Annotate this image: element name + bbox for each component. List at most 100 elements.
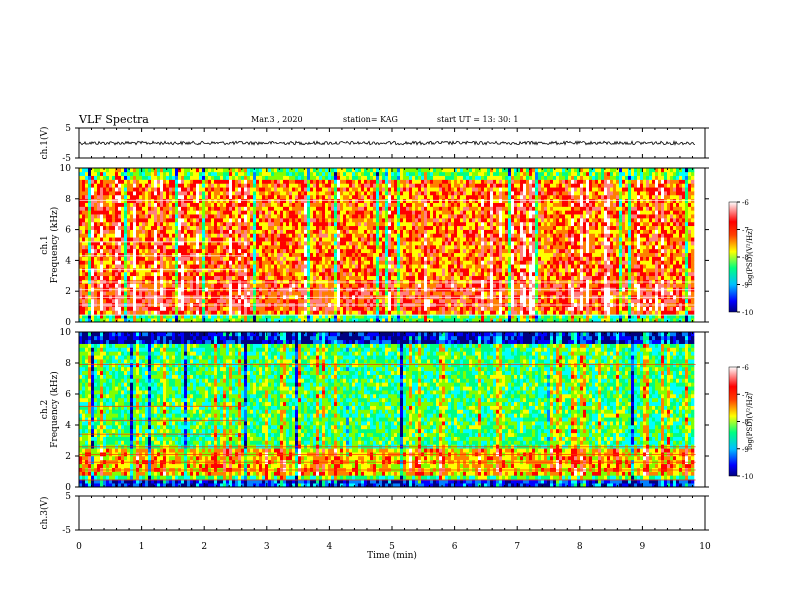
heatmap-cell bbox=[394, 283, 398, 288]
heatmap-cell bbox=[145, 202, 149, 207]
heatmap-cell bbox=[319, 218, 323, 223]
heatmap-cell bbox=[319, 171, 323, 176]
heatmap-cell bbox=[142, 210, 146, 215]
heatmap-cell bbox=[358, 237, 362, 242]
heatmap-cell bbox=[337, 210, 341, 215]
heatmap-cell bbox=[178, 214, 182, 219]
heatmap-cell bbox=[436, 318, 440, 323]
heatmap-cell bbox=[214, 179, 218, 184]
heatmap-cell bbox=[145, 275, 149, 280]
heatmap-cell bbox=[193, 237, 197, 242]
heatmap-cell bbox=[358, 202, 362, 207]
heatmap-cell bbox=[301, 194, 305, 200]
heatmap-cell bbox=[190, 237, 194, 242]
heatmap-cell bbox=[295, 179, 299, 184]
heatmap-cell bbox=[397, 283, 401, 288]
heatmap-cell bbox=[184, 191, 188, 196]
heatmap-cell bbox=[217, 202, 221, 207]
heatmap-cell bbox=[277, 298, 281, 304]
heatmap-cell bbox=[184, 202, 188, 207]
heatmap-cell bbox=[274, 245, 278, 250]
heatmap-cell bbox=[409, 241, 413, 246]
heatmap-cell bbox=[283, 306, 287, 311]
heatmap-cell bbox=[112, 291, 116, 296]
heatmap-cell bbox=[442, 291, 446, 296]
heatmap-cell bbox=[328, 252, 332, 257]
heatmap-cell bbox=[391, 264, 395, 269]
heatmap-cell bbox=[115, 179, 119, 184]
heatmap-cell bbox=[124, 229, 128, 234]
heatmap-cell bbox=[385, 206, 389, 211]
heatmap-cell bbox=[412, 214, 416, 219]
heatmap-cell bbox=[427, 221, 431, 227]
heatmap-cell bbox=[262, 187, 266, 192]
heatmap-cell bbox=[181, 256, 185, 261]
heatmap-cell bbox=[97, 214, 101, 219]
heatmap-cell bbox=[322, 318, 326, 323]
heatmap-cell bbox=[436, 237, 440, 242]
heatmap-cell bbox=[136, 202, 140, 207]
heatmap-cell bbox=[184, 233, 188, 238]
heatmap-cell bbox=[253, 264, 257, 269]
heatmap-cell bbox=[142, 168, 146, 173]
heatmap-cell bbox=[295, 314, 299, 319]
heatmap-cell bbox=[343, 221, 347, 227]
heatmap-cell bbox=[301, 198, 305, 203]
heatmap-cell bbox=[289, 194, 293, 200]
heatmap-cell bbox=[238, 210, 242, 215]
heatmap-cell bbox=[214, 225, 218, 230]
heatmap-cell bbox=[145, 268, 149, 273]
heatmap-cell bbox=[340, 241, 344, 246]
heatmap-cell bbox=[364, 318, 368, 323]
heatmap-cell bbox=[205, 214, 209, 219]
heatmap-cell bbox=[187, 218, 191, 223]
heatmap-cell bbox=[367, 241, 371, 246]
heatmap-cell bbox=[361, 314, 365, 319]
heatmap-cell bbox=[91, 168, 95, 173]
heatmap-cell bbox=[292, 175, 296, 180]
heatmap-cell bbox=[175, 198, 179, 203]
heatmap-cell bbox=[433, 245, 437, 250]
heatmap-cell bbox=[355, 225, 359, 230]
heatmap-cell bbox=[151, 268, 155, 273]
heatmap-cell bbox=[301, 187, 305, 192]
heatmap-cell bbox=[160, 252, 164, 257]
heatmap-cell bbox=[433, 314, 437, 319]
heatmap-cell bbox=[394, 298, 398, 304]
heatmap-cell bbox=[115, 241, 119, 246]
heatmap-cell bbox=[253, 206, 257, 211]
heatmap-cell bbox=[376, 214, 380, 219]
heatmap-cell bbox=[262, 218, 266, 223]
heatmap-cell bbox=[82, 175, 86, 180]
heatmap-cell bbox=[325, 202, 329, 207]
heatmap-cell bbox=[103, 268, 107, 273]
heatmap-cell bbox=[121, 237, 125, 242]
heatmap-cell bbox=[175, 314, 179, 319]
heatmap-cell bbox=[442, 175, 446, 180]
heatmap-cell bbox=[286, 221, 290, 227]
heatmap-cell bbox=[265, 206, 269, 211]
heatmap-cell bbox=[436, 175, 440, 180]
heatmap-cell bbox=[376, 187, 380, 192]
heatmap-cell bbox=[265, 252, 269, 257]
heatmap-cell bbox=[118, 306, 122, 311]
heatmap-cell bbox=[106, 271, 110, 277]
heatmap-cell bbox=[394, 233, 398, 238]
heatmap-cell bbox=[247, 183, 251, 188]
heatmap-cell bbox=[181, 271, 185, 277]
heatmap-cell bbox=[181, 187, 185, 192]
heatmap-cell bbox=[358, 256, 362, 261]
heatmap-cell bbox=[424, 194, 428, 200]
heatmap-cell bbox=[367, 168, 371, 173]
heatmap-cell bbox=[259, 264, 263, 269]
heatmap-cell bbox=[118, 268, 122, 273]
heatmap-cell bbox=[145, 183, 149, 188]
heatmap-cell bbox=[202, 314, 206, 319]
heatmap-cell bbox=[397, 245, 401, 250]
heatmap-cell bbox=[163, 202, 167, 207]
heatmap-cell bbox=[376, 260, 380, 265]
heatmap-cell bbox=[181, 268, 185, 273]
heatmap-cell bbox=[283, 183, 287, 188]
heatmap-cell bbox=[358, 298, 362, 304]
heatmap-cell bbox=[343, 298, 347, 304]
